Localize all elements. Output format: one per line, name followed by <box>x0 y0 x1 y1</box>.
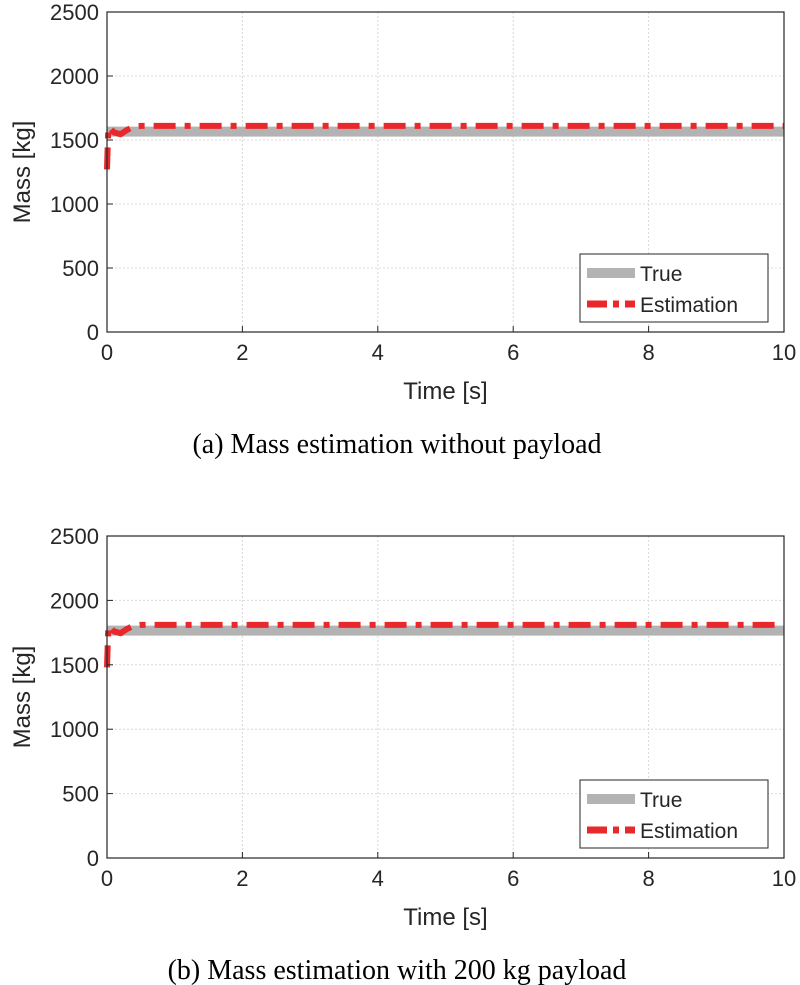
legend-box <box>579 253 769 323</box>
axes-box <box>106 535 785 859</box>
x-tick-label: 6 <box>507 866 519 891</box>
x-tick-label: 2 <box>236 340 248 365</box>
x-tick-label: 8 <box>642 866 654 891</box>
x-tick-label: 10 <box>772 340 796 365</box>
series-estimation-line <box>104 122 784 170</box>
y-tick-label: 1500 <box>50 128 99 153</box>
figure-caption: (a) Mass estimation without payload <box>192 429 601 460</box>
y-tick-label: 0 <box>87 320 99 345</box>
y-tick-label: 0 <box>87 846 99 871</box>
legend-label: Estimation <box>640 820 738 843</box>
legend-label: True <box>640 789 682 812</box>
x-axis-label: Time [s] <box>403 904 487 931</box>
y-axis-label: Mass [kg] <box>9 121 36 224</box>
y-tick-label: 1500 <box>50 653 99 678</box>
legend-label: True <box>640 263 682 286</box>
y-tick-label: 500 <box>62 256 99 281</box>
legend-box <box>579 779 769 849</box>
axes-box <box>106 11 785 333</box>
x-tick-label: 6 <box>507 340 519 365</box>
legend-label: Estimation <box>640 294 738 317</box>
x-axis-label: Time [s] <box>403 378 487 405</box>
series-estimation-line <box>104 621 784 668</box>
legend: True Estimation <box>579 779 769 849</box>
x-tick-label: 0 <box>101 340 113 365</box>
y-tick-label: 1000 <box>50 717 99 742</box>
chart-a: 0 2 4 6 8 10 0 500 1000 1500 2000 2500 Time [s] Mass … <box>9 0 796 460</box>
y-tick-label: 2500 <box>50 524 99 549</box>
x-tick-label: 8 <box>642 340 654 365</box>
x-tick-label: 2 <box>236 866 248 891</box>
x-tick-label: 4 <box>372 866 384 891</box>
x-tick-label: 10 <box>772 866 796 891</box>
legend: True Estimation <box>579 253 769 323</box>
y-tick-label: 1000 <box>50 192 99 217</box>
y-tick-label: 2000 <box>50 588 99 613</box>
y-tick-label: 500 <box>62 782 99 807</box>
figure-caption: (b) Mass estimation with 200 kg payload <box>168 955 627 985</box>
chart-b: 0 2 4 6 8 10 0 500 1000 1500 2000 2500 Time [s] Mass … <box>9 524 796 985</box>
y-tick-label: 2500 <box>50 0 99 25</box>
x-tick-label: 4 <box>372 340 384 365</box>
y-axis-label: Mass [kg] <box>9 646 36 749</box>
y-tick-label: 2000 <box>50 64 99 89</box>
x-tick-label: 0 <box>101 866 113 891</box>
